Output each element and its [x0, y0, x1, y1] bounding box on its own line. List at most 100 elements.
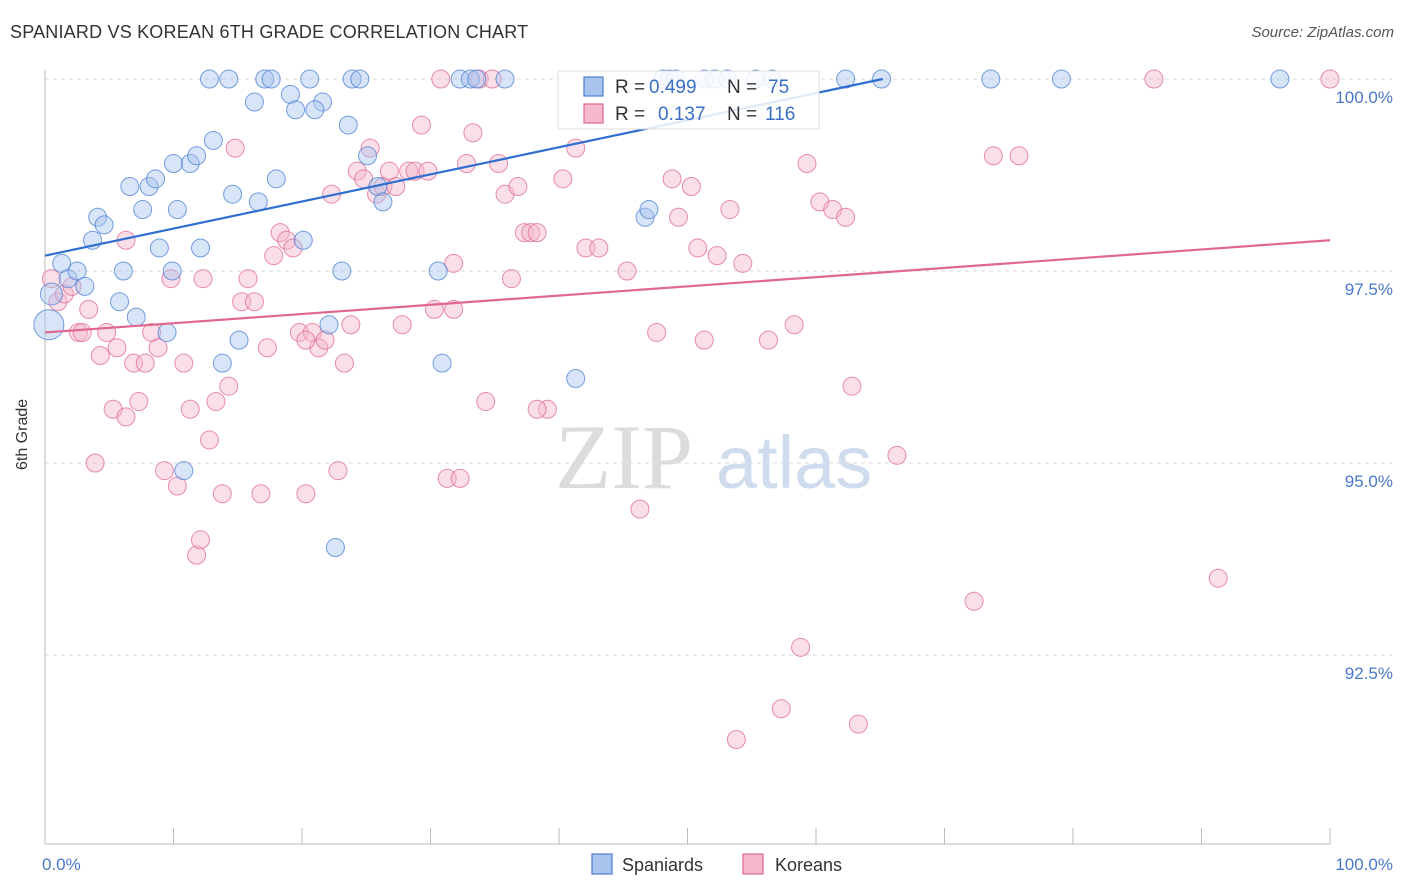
koreans-point-110 — [726, 729, 746, 749]
koreans-point-76 — [527, 223, 547, 243]
koreans-point-6 — [79, 299, 99, 319]
koreans-point-58 — [412, 115, 432, 135]
koreans-point-61 — [431, 69, 451, 89]
koreans-point-38 — [283, 238, 303, 258]
koreans-point-21 — [174, 353, 194, 373]
stats-spaniards-r-value: 0.499 — [649, 77, 697, 98]
koreans-point-101 — [848, 714, 868, 734]
koreans-point-14 — [129, 392, 149, 412]
koreans-point-45 — [328, 461, 348, 481]
spaniards-point-68 — [981, 69, 1001, 89]
spaniards-point-37 — [293, 230, 313, 250]
y-tick-label-1: 97.5% — [1345, 280, 1393, 299]
spaniards-point-16 — [149, 238, 169, 258]
spaniards-point-13 — [133, 200, 153, 220]
spaniards-point-48 — [373, 192, 393, 212]
koreans-point-85 — [662, 169, 682, 189]
koreans-point-111 — [444, 299, 464, 319]
koreans-point-36 — [270, 223, 290, 243]
koreans-point-40 — [296, 484, 316, 504]
koreans-point-89 — [694, 330, 714, 350]
spaniards-point-51 — [450, 69, 470, 89]
koreans-point-13 — [124, 353, 144, 373]
koreans-point-8 — [90, 345, 110, 365]
koreans-point-50 — [360, 138, 380, 158]
koreans-point-88 — [688, 238, 708, 258]
spaniards-point-33 — [261, 69, 281, 89]
y-tick-label-2: 95.0% — [1345, 472, 1393, 491]
stats-spaniards-n-label: N = — [727, 77, 757, 98]
koreans-point-66 — [463, 123, 483, 143]
stats-swatch-spaniards — [583, 76, 604, 97]
stats-spaniards-n-value: 75 — [768, 77, 789, 98]
stats-swatch-koreans — [583, 103, 604, 124]
spaniards-point-71 — [305, 100, 325, 120]
watermark: ZIP atlas — [555, 406, 872, 508]
stats-koreans-r-value: 0.137 — [658, 104, 706, 125]
spaniards-point-66 — [836, 69, 856, 89]
spaniards-point-39 — [313, 92, 333, 112]
spaniards-point-50 — [432, 353, 452, 373]
spaniards-point-0 — [33, 309, 65, 341]
koreans-point-64 — [450, 468, 470, 488]
spaniards-point-72 — [164, 153, 183, 173]
koreans-point-83 — [630, 499, 650, 519]
stats-koreans-n-label: N = — [727, 104, 757, 125]
x-tick-label-0: 0.0% — [42, 855, 81, 874]
spaniards-point-49 — [428, 261, 448, 281]
spaniards-point-57 — [639, 200, 659, 220]
koreans-point-7 — [85, 453, 105, 473]
koreans-point-0 — [41, 269, 61, 289]
spaniards-point-70 — [1270, 69, 1290, 89]
spaniards-point-38 — [300, 69, 320, 89]
spaniards-point-18 — [162, 261, 182, 281]
koreans-point-26 — [206, 392, 226, 412]
x-tick-labels: 0.0% 100.0% — [42, 855, 1393, 874]
koreans-point-109 — [771, 699, 791, 719]
koreans-point-95 — [791, 637, 811, 657]
spaniards-point-43 — [338, 115, 358, 135]
legend-swatch-spaniards — [591, 853, 613, 875]
spaniards-point-55 — [566, 369, 586, 389]
koreans-point-27 — [212, 484, 232, 504]
spaniards-point-53 — [467, 69, 487, 89]
spaniards-point-69 — [1051, 69, 1071, 89]
koreans-point-25 — [199, 430, 219, 450]
spaniards-point-10 — [113, 261, 133, 281]
spaniards-point-27 — [219, 69, 239, 89]
koreans-point-59 — [418, 161, 438, 181]
koreans-point-18 — [155, 461, 175, 481]
koreans-point-48 — [347, 161, 367, 181]
koreans-point-28 — [219, 376, 239, 396]
koreans-point-77 — [537, 399, 557, 419]
spaniards-point-26 — [212, 353, 232, 373]
koreans-point-72 — [501, 269, 521, 289]
koreans-point-73 — [508, 177, 528, 197]
spaniards-point-36 — [286, 100, 306, 120]
spaniards-point-24 — [199, 69, 219, 89]
koreans-point-75 — [521, 223, 541, 243]
koreans-point-93 — [758, 330, 778, 350]
koreans-point-55 — [392, 315, 412, 335]
koreans-point-86 — [669, 207, 689, 227]
spaniards-point-34 — [266, 169, 286, 189]
koreans-point-35 — [264, 246, 284, 266]
spaniards-point-46 — [358, 146, 378, 166]
koreans-point-47 — [341, 315, 361, 335]
chart-title: SPANIARD VS KOREAN 6TH GRADE CORRELATION… — [10, 22, 529, 42]
spaniards-point-30 — [244, 92, 264, 112]
koreans-point-84 — [647, 322, 667, 342]
y-tick-labels: 100.0% 97.5% 95.0% 92.5% — [1335, 88, 1393, 683]
koreans-point-12 — [116, 407, 136, 427]
watermark-zip: ZIP — [555, 406, 693, 508]
koreans-point-94 — [784, 315, 804, 335]
spaniards-point-5 — [75, 276, 95, 296]
spaniards-point-29 — [229, 330, 249, 350]
spaniards-point-20 — [174, 461, 194, 481]
koreans-point-17 — [148, 338, 168, 358]
spaniards-point-9 — [110, 292, 130, 312]
koreans-point-112 — [296, 330, 316, 350]
spaniards-point-21 — [180, 153, 200, 173]
y-tick-label-0: 100.0% — [1335, 88, 1393, 107]
